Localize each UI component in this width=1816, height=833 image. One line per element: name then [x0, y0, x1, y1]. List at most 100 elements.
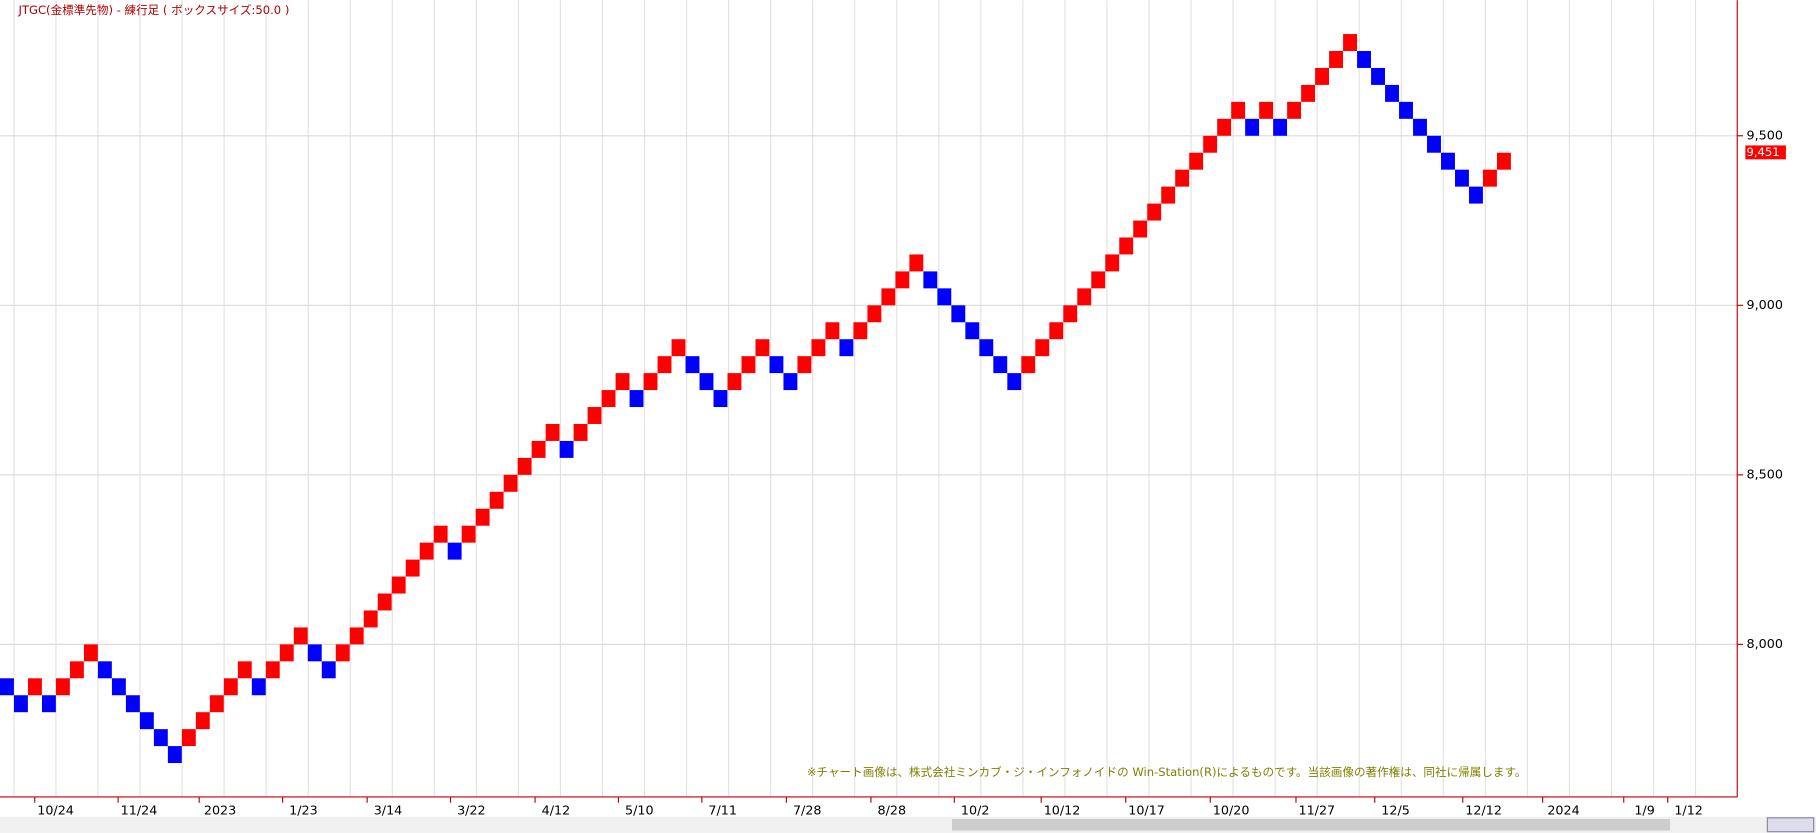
- up-brick: [1189, 152, 1204, 170]
- down-brick: [699, 373, 714, 391]
- down-brick: [1413, 118, 1427, 136]
- x-tick-label: 11/24: [121, 803, 158, 818]
- up-brick: [573, 423, 588, 441]
- up-brick: [265, 661, 280, 679]
- up-brick: [1231, 101, 1246, 119]
- up-brick: [1077, 288, 1092, 306]
- up-brick: [405, 559, 420, 577]
- zoom-buttons[interactable]: [1766, 817, 1815, 833]
- up-brick: [657, 356, 672, 374]
- up-brick: [1147, 203, 1162, 221]
- up-brick: [377, 593, 392, 611]
- up-brick: [1315, 67, 1330, 85]
- x-tick-label: 3/22: [457, 803, 486, 818]
- down-brick: [629, 390, 644, 408]
- down-brick: [993, 356, 1008, 374]
- up-brick: [1217, 118, 1232, 136]
- up-brick: [741, 356, 756, 374]
- down-brick: [1427, 135, 1441, 153]
- y-tick-label: 9,000: [1747, 298, 1783, 313]
- down-brick: [685, 356, 700, 374]
- up-brick: [195, 712, 210, 730]
- x-tick-label: 8/28: [878, 803, 907, 818]
- up-brick: [391, 576, 406, 594]
- up-brick: [69, 661, 84, 679]
- x-tick-label: 12/5: [1381, 803, 1410, 818]
- x-tick-label: 11/27: [1299, 803, 1336, 818]
- up-brick: [503, 474, 518, 492]
- up-brick: [1496, 152, 1511, 170]
- down-brick: [839, 339, 854, 357]
- last-price-label: 9,451: [1747, 145, 1780, 159]
- up-brick: [83, 644, 98, 662]
- down-brick: [1273, 118, 1288, 136]
- copyright-note: ※チャート画像は、株式会社ミンカブ・ジ・インフォノイドの Win-Station…: [807, 765, 1527, 779]
- down-brick: [1399, 101, 1413, 119]
- down-brick: [937, 288, 952, 306]
- chart-title: JTGC(金標準先物) - 練行足 ( ボックスサイズ:50.0 ): [18, 3, 290, 17]
- up-brick: [461, 525, 476, 543]
- up-brick: [727, 373, 742, 391]
- up-brick: [363, 610, 378, 628]
- up-brick: [237, 661, 252, 679]
- up-brick: [1329, 51, 1344, 68]
- x-tick-label: 2024: [1547, 803, 1579, 818]
- scrollbar[interactable]: [0, 816, 1816, 833]
- up-brick: [895, 271, 910, 289]
- up-brick: [419, 542, 434, 560]
- up-brick: [1161, 186, 1176, 204]
- grid: [0, 0, 1738, 797]
- up-brick: [517, 457, 532, 475]
- up-brick: [27, 678, 42, 696]
- x-tick-label: 7/28: [793, 803, 822, 818]
- x-tick-label: 3/14: [374, 803, 403, 818]
- scrollbar-thumb[interactable]: [952, 818, 1671, 831]
- up-brick: [1203, 135, 1218, 153]
- down-brick: [13, 695, 28, 713]
- up-brick: [1119, 237, 1134, 255]
- down-brick: [979, 339, 994, 357]
- down-brick: [1441, 152, 1455, 170]
- up-brick: [601, 390, 616, 408]
- up-brick: [909, 254, 924, 272]
- x-tick-label: 12/12: [1465, 803, 1502, 818]
- up-brick: [293, 627, 308, 645]
- x-tick-label: 2023: [204, 803, 236, 818]
- up-brick: [349, 627, 364, 645]
- down-brick: [41, 695, 56, 713]
- y-tick-label: 9,500: [1747, 128, 1783, 143]
- down-brick: [951, 305, 966, 323]
- down-brick: [1385, 84, 1399, 102]
- down-brick: [923, 271, 938, 289]
- down-brick: [97, 661, 112, 679]
- last-price-box: [1745, 145, 1786, 160]
- down-brick: [321, 661, 336, 679]
- x-tick-label: 1/23: [289, 803, 318, 818]
- down-brick: [153, 729, 168, 747]
- up-brick: [1483, 169, 1497, 187]
- x-tick-label: 1/12: [1674, 803, 1703, 818]
- up-brick: [489, 491, 504, 509]
- up-brick: [433, 525, 448, 543]
- up-brick: [475, 508, 490, 526]
- x-tick-label: 5/10: [625, 803, 654, 818]
- up-brick: [1063, 305, 1078, 323]
- down-brick: [1007, 373, 1022, 391]
- up-brick: [1259, 101, 1274, 119]
- up-brick: [1035, 339, 1050, 357]
- y-tick-label: 8,000: [1747, 637, 1783, 652]
- up-brick: [881, 288, 896, 306]
- down-brick: [713, 390, 728, 408]
- up-brick: [223, 678, 238, 696]
- up-brick: [587, 407, 602, 424]
- down-brick: [125, 695, 140, 713]
- down-brick: [1371, 67, 1385, 85]
- up-brick: [671, 339, 686, 357]
- down-brick: [139, 712, 154, 730]
- up-brick: [797, 356, 812, 374]
- up-brick: [825, 322, 840, 340]
- x-tick-label: 1/9: [1634, 803, 1654, 818]
